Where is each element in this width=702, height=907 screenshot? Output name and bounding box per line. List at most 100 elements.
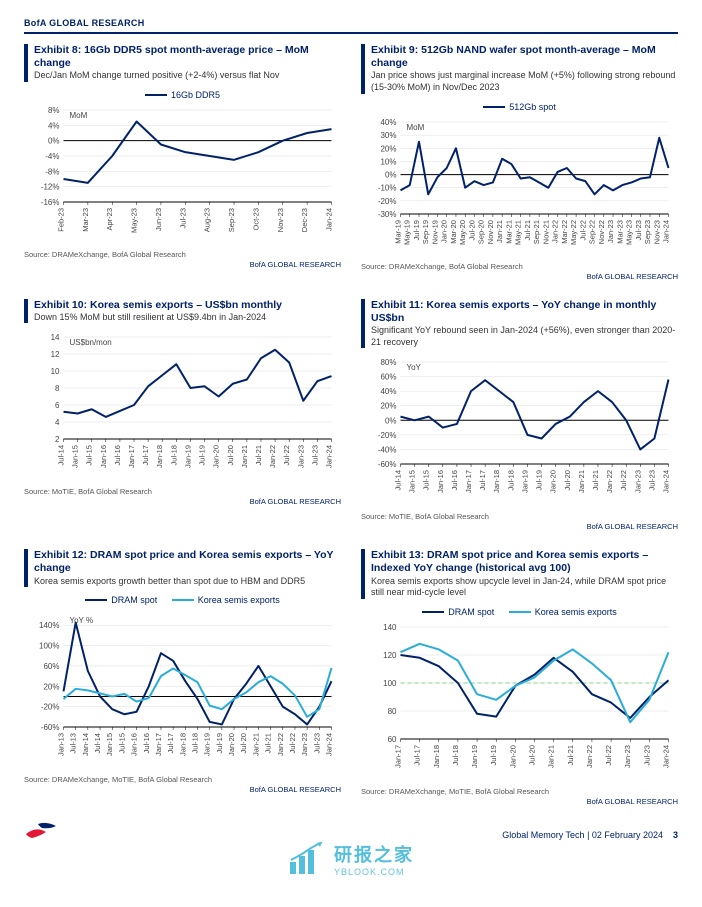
svg-text:May-21: May-21 [514, 220, 523, 245]
svg-text:May-19: May-19 [403, 220, 412, 245]
legend-label: Korea semis exports [535, 607, 617, 617]
svg-text:Mar-20: Mar-20 [449, 220, 458, 244]
svg-text:Sep-23: Sep-23 [227, 208, 236, 232]
svg-text:Jan-21: Jan-21 [577, 470, 586, 493]
svg-text:Jul-18: Jul-18 [191, 733, 200, 753]
svg-text:Jan-24: Jan-24 [662, 220, 671, 243]
legend: DRAM spot Korea semis exports [24, 593, 341, 605]
svg-text:Jan-24: Jan-24 [325, 733, 334, 756]
svg-text:120: 120 [383, 651, 397, 660]
svg-text:10%: 10% [380, 157, 396, 166]
svg-text:-4%: -4% [45, 152, 59, 161]
svg-text:Jan-22: Jan-22 [585, 745, 594, 768]
svg-text:Mar-23: Mar-23 [81, 208, 90, 232]
svg-text:Mar-22: Mar-22 [560, 220, 569, 244]
svg-text:May-20: May-20 [458, 220, 467, 245]
legend-swatch [145, 94, 167, 96]
svg-text:Jul-14: Jul-14 [57, 445, 66, 465]
watermark-en: YBLOOK.COM [334, 867, 414, 877]
legend: DRAM spot Korea semis exports [361, 605, 678, 617]
svg-text:-20%: -20% [41, 703, 60, 712]
svg-text:Jul-16: Jul-16 [113, 445, 122, 465]
svg-text:Jul-13: Jul-13 [69, 733, 78, 753]
svg-text:Jul-21: Jul-21 [566, 745, 575, 765]
svg-text:Nov-23: Nov-23 [276, 208, 285, 232]
chart-source: Source: DRAMeXchange, MoTIE, BofA Global… [24, 775, 341, 784]
svg-text:-60%: -60% [378, 460, 397, 469]
chart: -60%-40%-20%0%20%40%60%80%YoYJul-14Jan-1… [361, 354, 678, 509]
svg-text:Nov-23: Nov-23 [652, 220, 661, 244]
page-footer: Global Memory Tech | 02 February 2024 3 [24, 820, 678, 840]
svg-text:Jul-22: Jul-22 [578, 220, 587, 240]
exhibit-grid: Exhibit 8: 16Gb DDR5 spot month-average … [24, 44, 678, 806]
svg-text:Jul-15: Jul-15 [117, 733, 126, 753]
svg-text:Jan-14: Jan-14 [81, 733, 90, 756]
svg-text:Jan-22: Jan-22 [605, 470, 614, 493]
svg-text:6: 6 [55, 401, 60, 410]
svg-text:Jan-21: Jan-21 [240, 445, 249, 468]
svg-text:Jan-24: Jan-24 [662, 745, 671, 768]
exhibit-9: Exhibit 9: 512Gb NAND wafer spot month-a… [361, 44, 678, 281]
footer-page: 3 [673, 830, 678, 840]
svg-text:Jul-20: Jul-20 [467, 220, 476, 240]
exhibit-8: Exhibit 8: 16Gb DDR5 spot month-average … [24, 44, 341, 281]
legend: 16Gb DDR5 [24, 88, 341, 100]
svg-text:80%: 80% [380, 358, 396, 367]
svg-text:Jul-20: Jul-20 [239, 733, 248, 753]
svg-text:Jul-23: Jul-23 [647, 470, 656, 490]
svg-text:Jan-18: Jan-18 [178, 733, 187, 756]
svg-text:Jul-23: Jul-23 [312, 733, 321, 753]
svg-text:8%: 8% [48, 106, 60, 115]
svg-text:14: 14 [51, 333, 60, 342]
exhibit-10: Exhibit 10: Korea semis exports – US$bn … [24, 299, 341, 532]
brand-tag: BofA GLOBAL RESEARCH [361, 272, 678, 281]
svg-text:Jan-24: Jan-24 [325, 445, 334, 468]
legend-swatch [509, 611, 531, 613]
page: BofA GLOBAL RESEARCH Exhibit 8: 16Gb DDR… [0, 0, 702, 907]
svg-text:20%: 20% [380, 144, 396, 153]
svg-text:Jul-17: Jul-17 [141, 445, 150, 465]
svg-text:Jan-13: Jan-13 [57, 733, 66, 756]
svg-text:Jul-20: Jul-20 [528, 745, 537, 765]
svg-text:MoM: MoM [70, 111, 88, 120]
svg-text:140%: 140% [39, 621, 59, 630]
svg-text:Jul-14: Jul-14 [394, 470, 403, 490]
svg-text:Jan-18: Jan-18 [432, 745, 441, 768]
brand-tag: BofA GLOBAL RESEARCH [361, 522, 678, 531]
svg-text:Feb-23: Feb-23 [57, 208, 66, 232]
svg-text:Jan-19: Jan-19 [520, 470, 529, 493]
svg-text:Jul-23: Jul-23 [178, 208, 187, 228]
svg-text:Jan-24: Jan-24 [662, 470, 671, 493]
svg-text:Sep-23: Sep-23 [643, 220, 652, 244]
svg-text:Jul-16: Jul-16 [142, 733, 151, 753]
legend-label: 16Gb DDR5 [171, 90, 220, 100]
svg-text:Aug-23: Aug-23 [203, 208, 212, 232]
svg-text:-20%: -20% [378, 431, 397, 440]
svg-text:Jan-15: Jan-15 [71, 445, 80, 468]
svg-text:100: 100 [383, 679, 397, 688]
svg-text:May-22: May-22 [569, 220, 578, 245]
svg-text:Oct-23: Oct-23 [251, 208, 260, 231]
svg-text:-60%: -60% [41, 723, 60, 732]
svg-text:Jun-23: Jun-23 [154, 208, 163, 231]
svg-text:-16%: -16% [41, 198, 60, 207]
svg-text:Jul-19: Jul-19 [215, 733, 224, 753]
svg-text:-20%: -20% [378, 196, 397, 205]
exhibit-12: Exhibit 12: DRAM spot price and Korea se… [24, 549, 341, 806]
exhibit-subtitle: Jan price shows just marginal increase M… [361, 70, 678, 93]
svg-text:Jul-17: Jul-17 [166, 733, 175, 753]
legend-swatch [172, 599, 194, 601]
svg-text:Jan-20: Jan-20 [227, 733, 236, 756]
bofa-logo-icon [24, 820, 60, 840]
svg-text:Jul-22: Jul-22 [604, 745, 613, 765]
exhibit-subtitle: Korea semis exports show upcycle level i… [361, 576, 678, 599]
svg-text:Mar-23: Mar-23 [615, 220, 624, 244]
svg-text:Nov-21: Nov-21 [541, 220, 550, 244]
svg-text:Jul-19: Jul-19 [198, 445, 207, 465]
legend-label: Korea semis exports [198, 595, 280, 605]
svg-text:20%: 20% [43, 682, 59, 691]
svg-text:Sep-20: Sep-20 [477, 220, 486, 244]
exhibit-subtitle: Significant YoY rebound seen in Jan-2024… [361, 325, 678, 348]
svg-text:60%: 60% [380, 373, 396, 382]
svg-text:0%: 0% [385, 170, 397, 179]
